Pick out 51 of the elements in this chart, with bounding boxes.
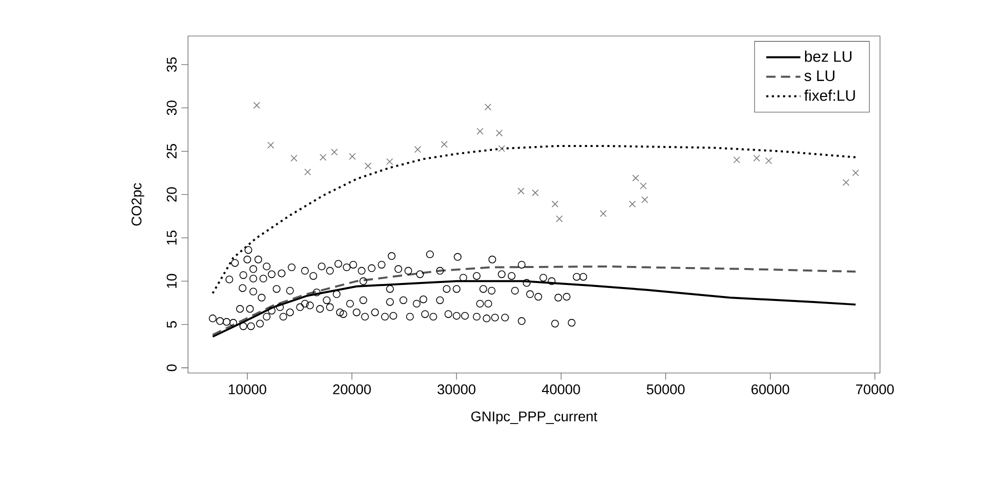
point	[842, 178, 850, 186]
point	[440, 140, 448, 148]
point	[556, 215, 563, 222]
point	[348, 153, 356, 160]
x-axis-title: GNIpc_PPP_current	[471, 411, 598, 424]
point	[496, 130, 503, 136]
y-tick-label: 0	[166, 364, 177, 372]
point	[253, 102, 260, 109]
point	[532, 189, 539, 196]
x-tick-label: 50000	[646, 384, 685, 394]
point	[498, 145, 506, 152]
point	[518, 188, 524, 194]
point	[852, 169, 860, 176]
y-tick-label: 15	[166, 230, 177, 245]
point	[320, 154, 326, 161]
line-series	[212, 265, 857, 336]
point	[640, 182, 647, 190]
y-axis-title: CO2pc	[132, 183, 144, 226]
y-tick-label: 5	[166, 321, 177, 328]
point	[628, 200, 636, 208]
y-tick-label: 10	[166, 274, 177, 288]
y-tick-label: 35	[166, 57, 177, 72]
legend-label: s LU	[804, 70, 834, 82]
point	[484, 104, 492, 110]
point	[632, 174, 640, 182]
point	[290, 154, 298, 162]
point	[414, 146, 422, 153]
point	[765, 157, 772, 164]
point	[304, 168, 312, 176]
x-tick-label: 60000	[752, 384, 790, 394]
x-tick-label: 10000	[228, 384, 266, 394]
x-tick-label: 30000	[438, 384, 476, 394]
point	[753, 154, 760, 162]
point	[386, 158, 394, 166]
y-tick-label: 25	[166, 144, 177, 158]
legend-label: bez LU	[805, 50, 852, 62]
x-tick-label: 40000	[542, 384, 580, 394]
legend-label: fixef:LU	[804, 90, 855, 101]
point	[364, 162, 372, 170]
point	[733, 156, 740, 164]
line-series	[212, 145, 857, 294]
point	[330, 148, 338, 156]
point	[641, 196, 648, 204]
x-tick-label: 70000	[856, 384, 894, 394]
point	[552, 200, 558, 208]
point	[267, 142, 274, 149]
point	[476, 128, 484, 135]
y-tick-label: 20	[166, 187, 177, 202]
x-tick-label: 20000	[333, 384, 371, 394]
y-tick-label: 30	[166, 100, 177, 116]
point	[600, 210, 607, 218]
